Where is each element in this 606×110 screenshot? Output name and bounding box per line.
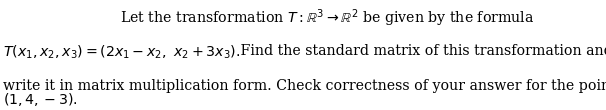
Text: Find the standard matrix of this transformation and: Find the standard matrix of this transfo… — [236, 44, 606, 58]
Text: write it in matrix multiplication form. Check correctness of your answer for the: write it in matrix multiplication form. … — [3, 79, 606, 93]
Text: Let the transformation $T:\mathbb{R}^3 \rightarrow \mathbb{R}^2$ be given by the: Let the transformation $T:\mathbb{R}^3 \… — [120, 8, 534, 29]
Text: $T(x_1,x_2,x_3)=(2x_1-x_2,\ x_2+3x_3).$: $T(x_1,x_2,x_3)=(2x_1-x_2,\ x_2+3x_3).$ — [3, 44, 241, 61]
Text: $(1,4,-3).$: $(1,4,-3).$ — [3, 91, 78, 108]
